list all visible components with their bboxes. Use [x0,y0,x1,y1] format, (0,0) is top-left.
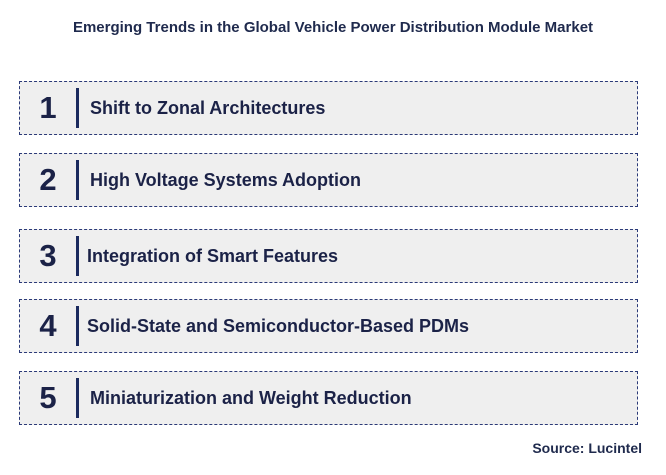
trend-number: 2 [39,162,57,197]
trend-number: 4 [39,308,57,343]
trend-number: 5 [39,380,57,415]
trend-label: Integration of Smart Features [87,245,339,266]
trend-row-4: 4 Solid-State and Semiconductor-Based PD… [19,299,638,353]
trend-row-5: 5 Miniaturization and Weight Reduction [19,371,638,425]
chart-title: Emerging Trends in the Global Vehicle Po… [72,19,594,36]
divider [76,88,79,128]
divider [76,378,79,418]
trend-label: Miniaturization and Weight Reduction [90,387,412,408]
trend-number: 1 [39,90,57,125]
divider [76,160,79,200]
trend-label: Shift to Zonal Architectures [90,97,326,118]
divider [76,236,79,276]
trend-row-1: 1 Shift to Zonal Architectures [19,81,638,135]
source-note: Source: Lucintel [532,440,642,456]
trend-number: 3 [39,238,57,273]
trend-row-2: 2 High Voltage Systems Adoption [19,153,638,207]
trend-row-3: 3 Integration of Smart Features [19,229,638,283]
trend-label: High Voltage Systems Adoption [90,169,362,190]
trend-label: Solid-State and Semiconductor-Based PDMs [87,315,470,336]
divider [76,306,79,346]
